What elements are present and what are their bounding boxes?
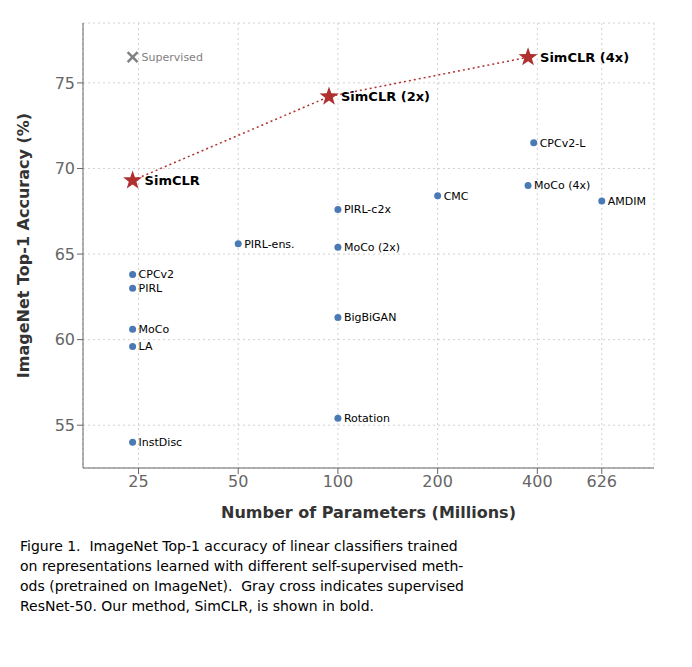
svg-text:400: 400 — [522, 472, 553, 491]
svg-text:CPCv2: CPCv2 — [139, 268, 175, 281]
svg-text:BigBiGAN: BigBiGAN — [344, 311, 396, 324]
svg-text:SimCLR (4x): SimCLR (4x) — [540, 50, 629, 65]
svg-text:CMC: CMC — [444, 190, 469, 203]
svg-text:MoCo (2x): MoCo (2x) — [344, 241, 400, 254]
svg-text:SimCLR (2x): SimCLR (2x) — [341, 89, 430, 104]
svg-text:InstDisc: InstDisc — [139, 436, 183, 449]
svg-text:MoCo: MoCo — [139, 323, 170, 336]
svg-text:200: 200 — [422, 472, 453, 491]
svg-text:CPCv2-L: CPCv2-L — [540, 137, 586, 150]
html-text:Figure 1. ImageNet Top-1 accur: Figure 1. ImageNet Top-1 accuracy of lin… — [20, 538, 464, 614]
svg-text:60: 60 — [55, 330, 75, 349]
svg-text:100: 100 — [323, 472, 354, 491]
svg-text:65: 65 — [55, 245, 75, 264]
svg-text:55: 55 — [55, 416, 75, 435]
svg-text:70: 70 — [55, 159, 75, 178]
svg-text:PIRL-c2x: PIRL-c2x — [344, 203, 391, 216]
svg-text:25: 25 — [128, 472, 148, 491]
svg-text:Rotation: Rotation — [344, 412, 390, 425]
svg-text:75: 75 — [55, 74, 75, 93]
svg-text:PIRL: PIRL — [139, 282, 164, 295]
svg-text:MoCo (4x): MoCo (4x) — [534, 179, 590, 192]
svg-text:50: 50 — [228, 472, 248, 491]
svg-text:626: 626 — [586, 472, 617, 491]
svg-text:AMDIM: AMDIM — [608, 195, 646, 208]
svg-text:PIRL-ens.: PIRL-ens. — [244, 238, 294, 251]
svg-text:Number of Parameters (Millions: Number of Parameters (Millions) — [221, 503, 516, 522]
svg-text:Supervised: Supervised — [142, 51, 203, 64]
svg-text:LA: LA — [139, 340, 153, 353]
svg-text:SimCLR: SimCLR — [145, 173, 200, 188]
svg-text:ImageNet Top-1 Accuracy (%): ImageNet Top-1 Accuracy (%) — [14, 113, 33, 378]
